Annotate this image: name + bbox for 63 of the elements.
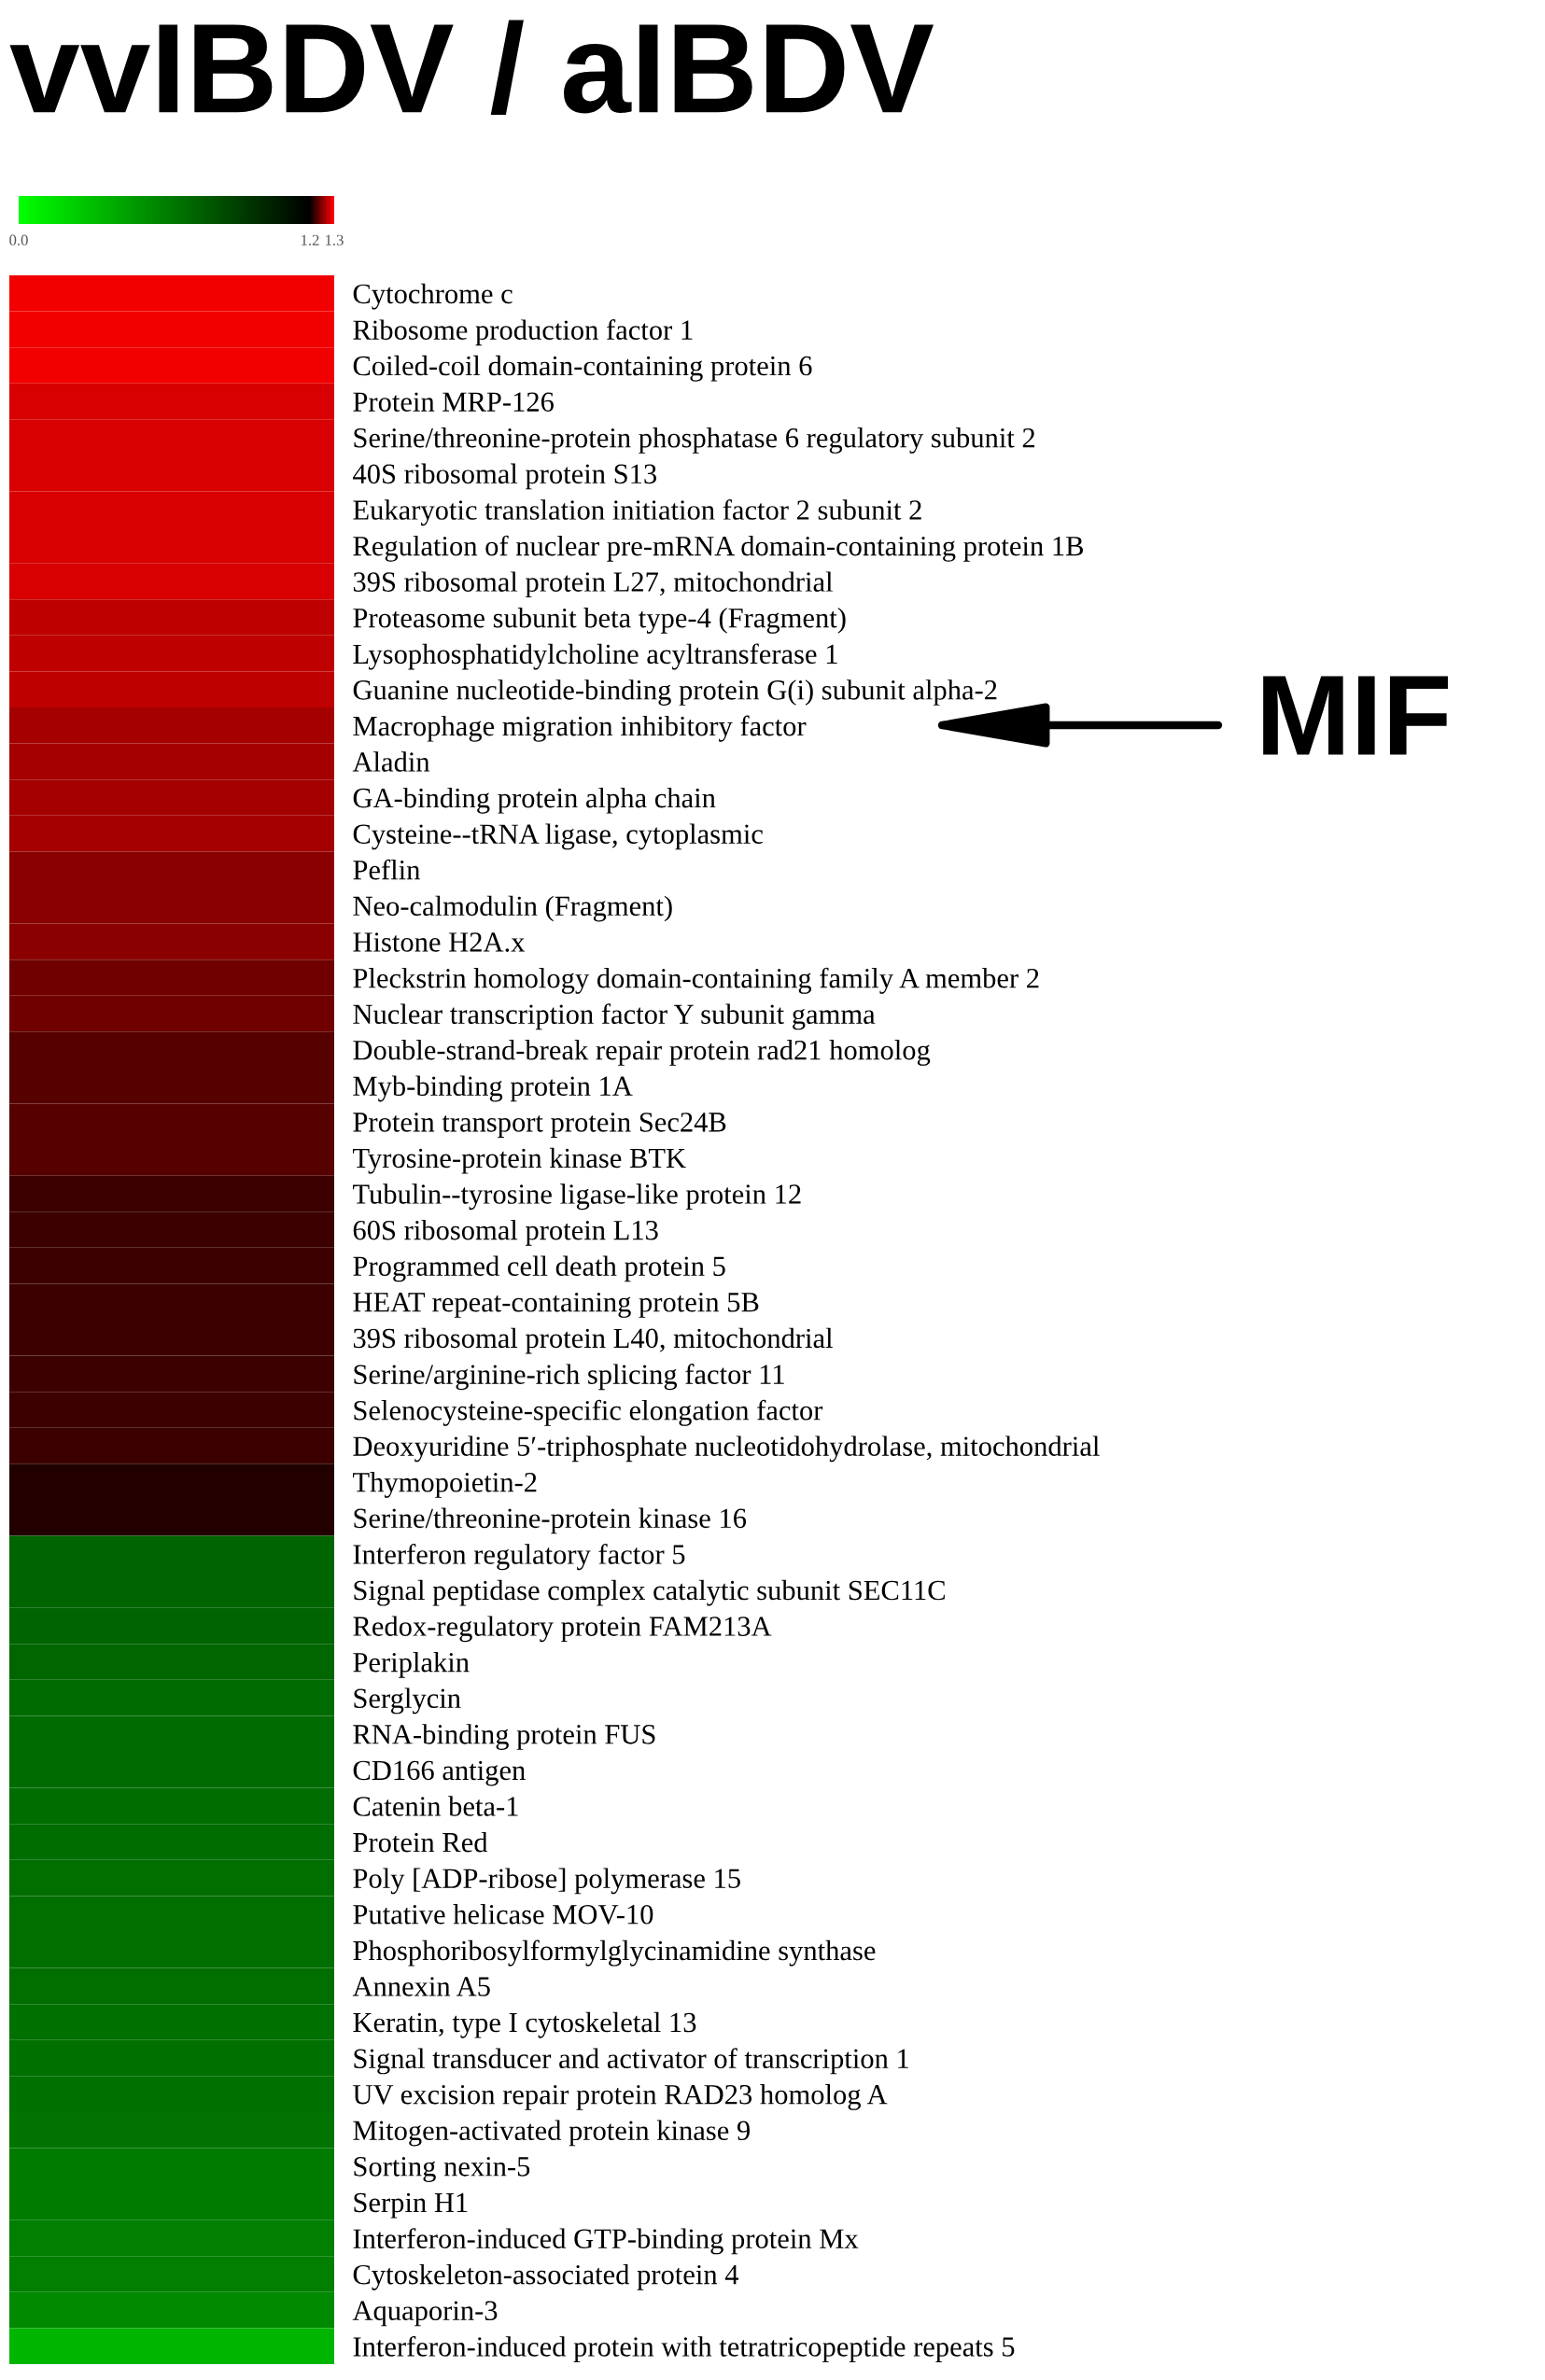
y-tick-label: Poly [ADP-ribose] polymerase 15: [353, 1868, 740, 1895]
y-tick-label: Interferon regulatory factor 5: [353, 1544, 685, 1571]
y-tick-label: Signal peptidase complex catalytic subunit SEC11C: [354, 1579, 945, 1606]
y-tick-label: Lysophosphatidylcholine acyltransferase 1: [353, 643, 837, 670]
y-tick-label: Interferon-induced protein with tetratricopeptide repeats 5: [353, 2335, 1015, 2362]
y-tick-label: 39S ribosomal protein L27, mitochondrial: [353, 571, 833, 598]
y-tick-label: UV excision repair protein RAD23 homolog A: [353, 2084, 888, 2110]
y-tick-label: CD166 antigen: [353, 1760, 526, 1786]
y-tick-label: 60S ribosomal protein L13: [353, 1219, 658, 1246]
y-tick-label: Thymopoietin-2: [353, 1472, 537, 1498]
y-tick-label: GA-binding protein alpha chain: [353, 787, 716, 814]
y-tick-label: Macrophage migration inhibitory factor: [353, 715, 807, 742]
y-tick-label: Serine/threonine-protein kinase 16: [354, 1507, 747, 1534]
y-tick-label: Interferon-induced GTP-binding protein Mx: [353, 2228, 859, 2255]
y-tick-label: Aladin: [352, 751, 430, 772]
y-tick-label: Protein transport protein Sec24B: [353, 1113, 726, 1138]
y-tick-label: Eukaryotic translation initiation factor 2 subunit 2: [353, 499, 921, 526]
y-tick-label: Peflin: [353, 859, 420, 880]
y-tick-label: Selenocysteine-specific elongation factor: [354, 1399, 823, 1426]
y-tick-label: Programmed cell death protein 5: [353, 1255, 725, 1282]
y-tick-label: Regulation of nuclear pre-mRNA domain-containing protein 1B: [353, 535, 1084, 562]
y-tick-label: Serine/arginine-rich splicing factor 11: [354, 1364, 784, 1391]
color-bar-label: 1.2: [302, 234, 319, 245]
y-tick-label: RNA-binding protein FUS: [353, 1724, 655, 1750]
y-tick-label: Guanine nucleotide-binding protein G(i) subunit alpha-2: [353, 679, 997, 706]
y-tick-label: Catenin beta-1: [353, 1796, 518, 1816]
y-tick-label: Signal transducer and activator of transcription 1: [354, 2048, 908, 2075]
y-tick-label: Serpin H1: [354, 2192, 468, 2219]
y-tick-label: Periplakin: [353, 1651, 470, 1678]
chart-title: vvIBDV / aIBDV: [9, 20, 934, 115]
y-tick-label: Putative helicase MOV-10: [353, 1904, 653, 1925]
y-tick-label: Sorting nexin-5: [354, 2157, 530, 2182]
y-tick-label: Phosphoribosylformylglycinamidine synthase: [353, 1939, 876, 1967]
y-tick-label: 40S ribosomal protein S13: [353, 463, 657, 490]
y-tick-label: Annexin A5: [352, 1977, 490, 1996]
y-tick-label: Neo-calmodulin (Fragment): [353, 895, 672, 922]
y-tick-label: Myb-binding protein 1A: [353, 1075, 633, 1102]
y-tick-label: Protein MRP-126: [353, 392, 554, 412]
y-tick-label: Keratin, type I cytoskeletal 13: [353, 2011, 696, 2038]
y-tick-label: Proteasome subunit beta type-4 (Fragment): [353, 607, 846, 634]
y-tick-label: Mitogen-activated protein kinase 9: [353, 2120, 750, 2147]
color-bar-label: 0.0: [9, 234, 28, 245]
y-tick-label: Cytochrome c: [353, 283, 513, 310]
y-tick-label: Aquaporin-3: [352, 2301, 498, 2327]
y-tick-label: Ribosome production factor 1: [353, 319, 693, 346]
y-tick-label: 39S ribosomal protein L40, mitochondrial: [353, 1327, 833, 1354]
y-tick-label: Histone H2A.x: [353, 932, 526, 952]
y-tick-label: Pleckstrin homology domain-containing family A member 2: [353, 967, 1039, 994]
y-tick-label: Redox-regulatory protein FAM213A: [353, 1616, 772, 1643]
text: MIF: [1263, 676, 1448, 755]
y-tick-label: Serglycin: [354, 1687, 461, 1715]
y-tick-label: Protein Red: [353, 1831, 488, 1853]
y-tick-label: Cytoskeleton-associated protein 4: [353, 2263, 739, 2290]
color-bar-label: 1.3: [326, 234, 344, 245]
y-tick-label: Tyrosine-protein kinase BTK: [353, 1147, 686, 1174]
y-tick-label: Coiled-coil domain-containing protein 6: [353, 355, 812, 382]
y-tick-label: HEAT repeat-containing protein 5B: [353, 1293, 759, 1318]
y-tick-label: Double-strand-break repair protein rad21 homolog: [353, 1040, 931, 1066]
y-tick-label: Nuclear transcription factor Y subunit gamma: [353, 1003, 876, 1030]
y-tick-label: Cysteine--tRNA ligase, cytoplasmic: [353, 823, 763, 850]
y-tick-label: Deoxyuridine 5′-triphosphate nucleotidohydrolase, mitochondrial: [353, 1435, 1100, 1463]
y-tick-label: Serine/threonine-protein phosphatase 6 regulatory subunit 2: [354, 427, 1035, 454]
y-tick-label: Tubulin--tyrosine ligase-like protein 12: [353, 1183, 801, 1211]
